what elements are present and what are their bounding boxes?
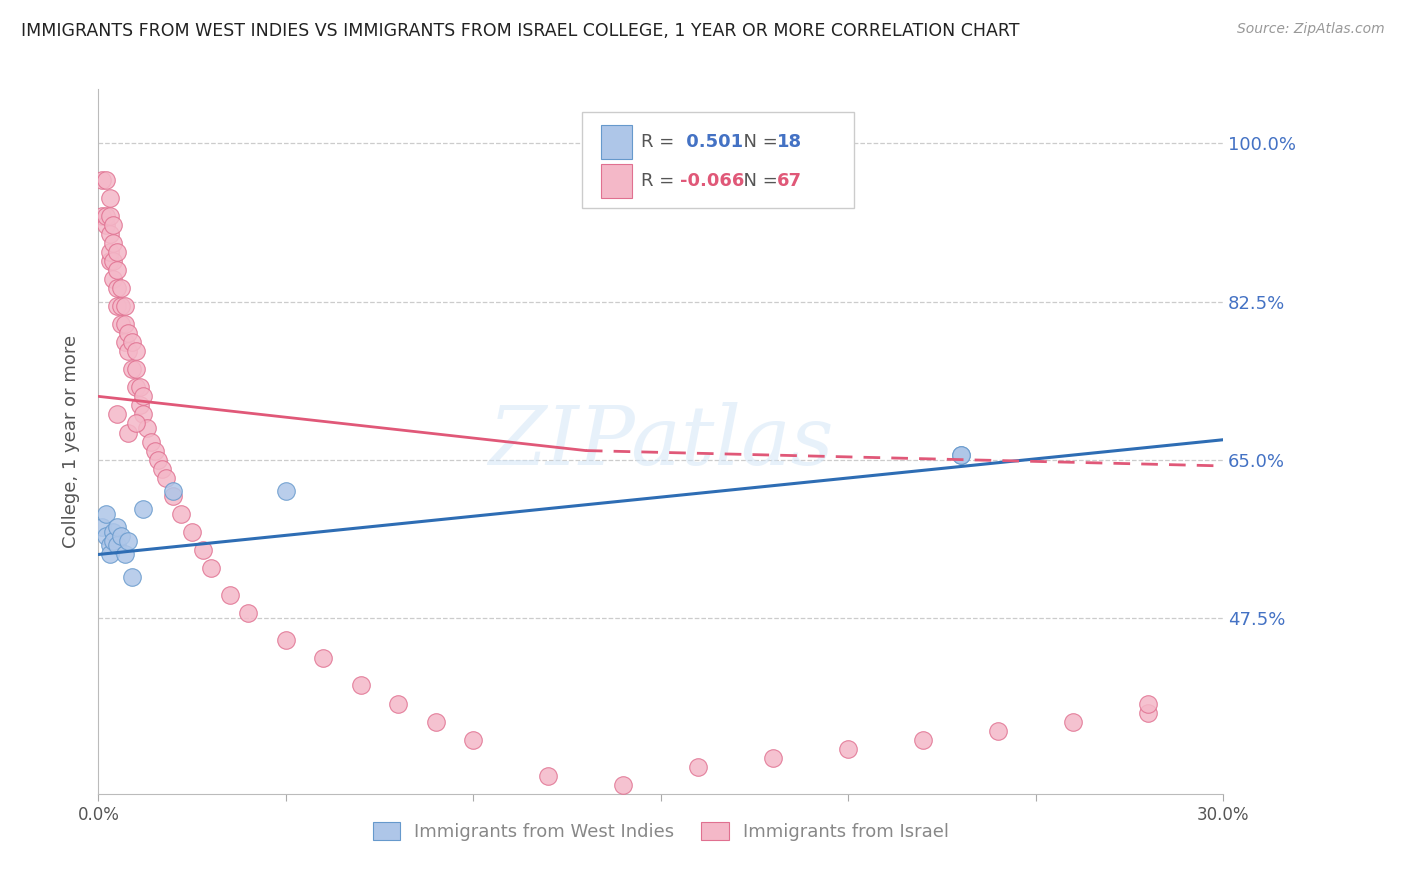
Point	[837, 741, 859, 756]
Point	[162, 489, 184, 503]
Point	[110, 299, 132, 313]
Point	[91, 520, 114, 534]
Point	[94, 507, 117, 521]
Point	[238, 606, 260, 620]
Legend: Immigrants from West Indies, Immigrants from Israel: Immigrants from West Indies, Immigrants …	[366, 814, 956, 848]
Point	[218, 588, 240, 602]
Point	[125, 417, 148, 431]
Point	[105, 281, 128, 295]
Point	[425, 714, 447, 729]
Point	[155, 471, 177, 485]
Point	[1137, 697, 1160, 711]
Point	[150, 461, 173, 475]
Text: IMMIGRANTS FROM WEST INDIES VS IMMIGRANTS FROM ISRAEL COLLEGE, 1 YEAR OR MORE CO: IMMIGRANTS FROM WEST INDIES VS IMMIGRANT…	[21, 22, 1019, 40]
Text: R =: R =	[641, 133, 679, 151]
Point	[110, 529, 132, 543]
Point	[350, 678, 373, 692]
Point	[912, 732, 935, 747]
Point	[117, 344, 139, 359]
Point	[1062, 714, 1084, 729]
Point	[105, 408, 128, 422]
Point	[117, 326, 139, 340]
Point	[98, 538, 121, 552]
Point	[274, 633, 297, 648]
Point	[949, 448, 972, 462]
Point	[128, 398, 150, 412]
Point	[94, 209, 117, 223]
Point	[103, 533, 125, 548]
Point	[463, 732, 485, 747]
Point	[110, 317, 132, 331]
Point	[105, 244, 128, 259]
Point	[136, 421, 159, 435]
Point	[387, 697, 409, 711]
Text: -0.066: -0.066	[681, 171, 744, 190]
Point	[125, 380, 148, 394]
Point	[110, 281, 132, 295]
Point	[94, 218, 117, 232]
Point	[98, 244, 121, 259]
Point	[139, 434, 162, 449]
Point	[170, 507, 193, 521]
Point	[98, 227, 121, 241]
Point	[103, 218, 125, 232]
Point	[612, 778, 634, 792]
Point	[132, 408, 155, 422]
Point	[91, 209, 114, 223]
Point	[312, 651, 335, 665]
Text: 18: 18	[778, 133, 801, 151]
Point	[103, 235, 125, 250]
Text: Source: ZipAtlas.com: Source: ZipAtlas.com	[1237, 22, 1385, 37]
Point	[121, 362, 143, 376]
Text: R =: R =	[641, 171, 679, 190]
Text: 67: 67	[778, 171, 801, 190]
Text: N =: N =	[733, 171, 783, 190]
Point	[200, 561, 222, 575]
Point	[91, 172, 114, 186]
Text: ZIPatlas: ZIPatlas	[488, 401, 834, 482]
Point	[193, 543, 215, 558]
Point	[987, 723, 1010, 738]
Point	[121, 335, 143, 350]
Point	[105, 299, 128, 313]
Point	[105, 538, 128, 552]
Text: N =: N =	[733, 133, 783, 151]
Point	[132, 502, 155, 516]
Point	[537, 769, 560, 783]
Point	[148, 452, 170, 467]
Y-axis label: College, 1 year or more: College, 1 year or more	[62, 335, 80, 548]
Point	[128, 380, 150, 394]
Point	[125, 344, 148, 359]
Point	[762, 750, 785, 764]
Point	[105, 520, 128, 534]
Point	[103, 253, 125, 268]
Point	[114, 335, 136, 350]
Point	[103, 272, 125, 286]
Point	[103, 524, 125, 539]
Point	[98, 253, 121, 268]
Point	[114, 548, 136, 562]
Point	[688, 760, 710, 774]
Point	[143, 443, 166, 458]
Point	[98, 209, 121, 223]
Point	[274, 484, 297, 499]
Point	[114, 317, 136, 331]
Point	[121, 570, 143, 584]
Point	[114, 299, 136, 313]
Point	[98, 548, 121, 562]
Point	[117, 533, 139, 548]
Point	[162, 484, 184, 499]
Point	[105, 263, 128, 277]
Point	[1137, 706, 1160, 720]
Point	[181, 524, 204, 539]
Point	[117, 425, 139, 440]
Point	[132, 389, 155, 403]
Point	[98, 191, 121, 205]
Point	[94, 529, 117, 543]
Point	[125, 362, 148, 376]
Text: 0.501: 0.501	[681, 133, 744, 151]
Point	[94, 172, 117, 186]
Point	[949, 448, 972, 462]
